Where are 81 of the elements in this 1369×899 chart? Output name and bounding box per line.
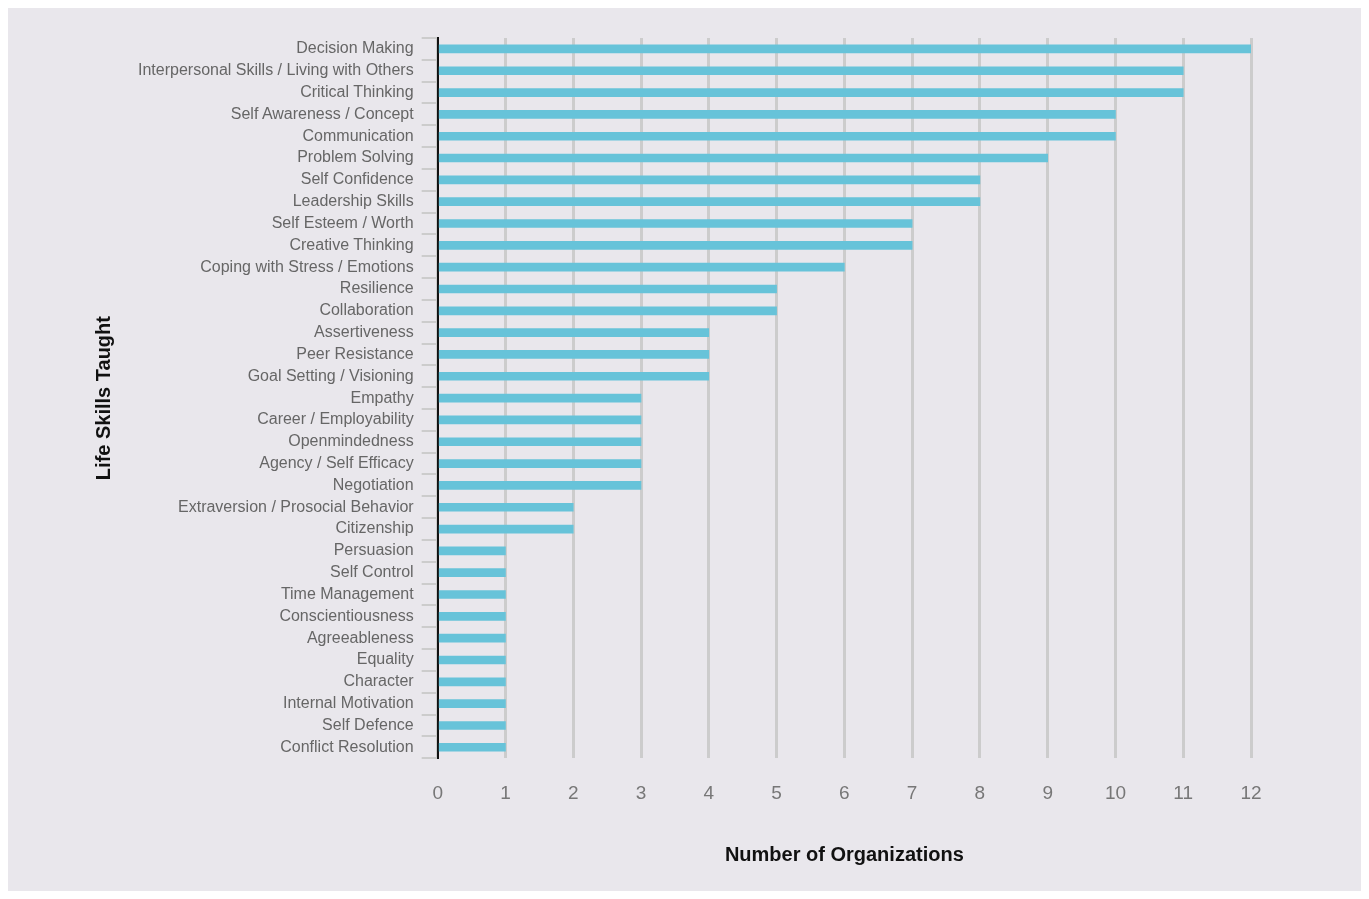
x-tick-label: 5: [771, 781, 782, 803]
y-tick-label: Career / Employability: [257, 410, 414, 428]
bar: [438, 219, 913, 228]
y-tick-label: Critical Thinking: [300, 82, 414, 100]
y-tick-label: Internal Motivation: [282, 694, 414, 712]
bar: [438, 721, 506, 730]
y-tick-label: Self Esteem / Worth: [271, 213, 414, 231]
bar: [438, 393, 642, 403]
bar: [438, 197, 981, 207]
bar: [438, 262, 845, 272]
bar: [438, 590, 506, 599]
bar: [438, 88, 1184, 97]
y-tick-label: Openmindedness: [288, 432, 414, 450]
bar: [438, 633, 506, 643]
bar: [438, 306, 777, 316]
bar: [438, 612, 506, 621]
bar: [438, 568, 506, 578]
x-tick-label: 0: [432, 781, 443, 803]
bar: [438, 699, 506, 708]
y-tick-label: Negotiation: [332, 475, 414, 493]
bar: [438, 44, 1251, 54]
y-tick-label: Peer Resistance: [296, 344, 414, 362]
x-tick-label: 8: [974, 781, 986, 803]
y-tick-label: Coping with Stress / Emotions: [200, 257, 414, 275]
bar: [438, 524, 574, 534]
y-tick-label: Agency / Self Efficacy: [259, 453, 414, 471]
bar: [438, 371, 710, 381]
y-tick-label: Self Control: [330, 563, 414, 581]
y-tick-label: Persuasion: [333, 541, 414, 559]
x-tick-label: 3: [635, 781, 647, 803]
y-tick-label: Problem Solving: [297, 148, 414, 166]
bar: [438, 284, 777, 294]
y-tick-label: Self Awareness / Concept: [230, 104, 415, 122]
y-tick-label: Citizenship: [335, 519, 414, 537]
y-tick-label: Resilience: [339, 279, 414, 297]
y-tick-label: Collaboration: [319, 301, 414, 319]
x-tick-label: 7: [906, 781, 918, 803]
bar: [438, 153, 1048, 163]
bar: [438, 677, 506, 687]
y-tick-label: Character: [343, 672, 415, 690]
x-axis-title: Number of Organizations: [724, 842, 964, 865]
bar: [438, 66, 1184, 76]
bar: [438, 546, 506, 556]
y-tick-label: Decision Making: [296, 39, 414, 57]
y-tick-label: Leadership Skills: [292, 192, 414, 210]
bar: [438, 175, 981, 185]
bar: [438, 502, 574, 512]
bar: [438, 655, 506, 665]
x-tick-label: 2: [567, 781, 579, 803]
y-tick-label: Equality: [356, 650, 414, 668]
y-tick-label: Agreeableness: [306, 628, 414, 646]
y-tick-label: Conflict Resolution: [280, 737, 414, 755]
bar: [438, 350, 710, 359]
bar: [438, 241, 913, 250]
y-tick-label: Goal Setting / Visioning: [247, 366, 414, 384]
y-tick-label: Conscientiousness: [279, 606, 414, 624]
y-tick-label: Self Defence: [322, 715, 414, 733]
y-tick-label: Assertiveness: [314, 323, 414, 341]
x-tick-label: 9: [1042, 781, 1053, 803]
y-axis-title: Life Skills Taught: [91, 315, 114, 481]
bar: [438, 742, 506, 752]
bar: [438, 415, 642, 425]
bar: [438, 437, 642, 447]
y-tick-label: Self Confidence: [300, 170, 414, 188]
y-tick-label: Extraversion / Prosocial Behavior: [178, 497, 415, 515]
y-tick-label: Creative Thinking: [289, 235, 414, 253]
x-tick-label: 10: [1104, 781, 1127, 803]
x-tick-label: 1: [500, 781, 511, 803]
y-tick-label: Empathy: [350, 388, 414, 406]
y-tick-label: Time Management: [280, 584, 415, 602]
bar: [438, 110, 1116, 119]
x-tick-label: 11: [1173, 781, 1194, 803]
x-tick-label: 12: [1240, 781, 1262, 803]
bar: [438, 459, 642, 468]
bar: [438, 328, 710, 337]
y-tick-label: Communication: [302, 126, 414, 144]
x-tick-label: 6: [839, 781, 850, 803]
x-tick-label: 4: [703, 781, 715, 803]
bar: [438, 481, 642, 490]
bar: [438, 131, 1116, 141]
y-tick-label: Interpersonal Skills / Living with Others: [138, 61, 414, 79]
